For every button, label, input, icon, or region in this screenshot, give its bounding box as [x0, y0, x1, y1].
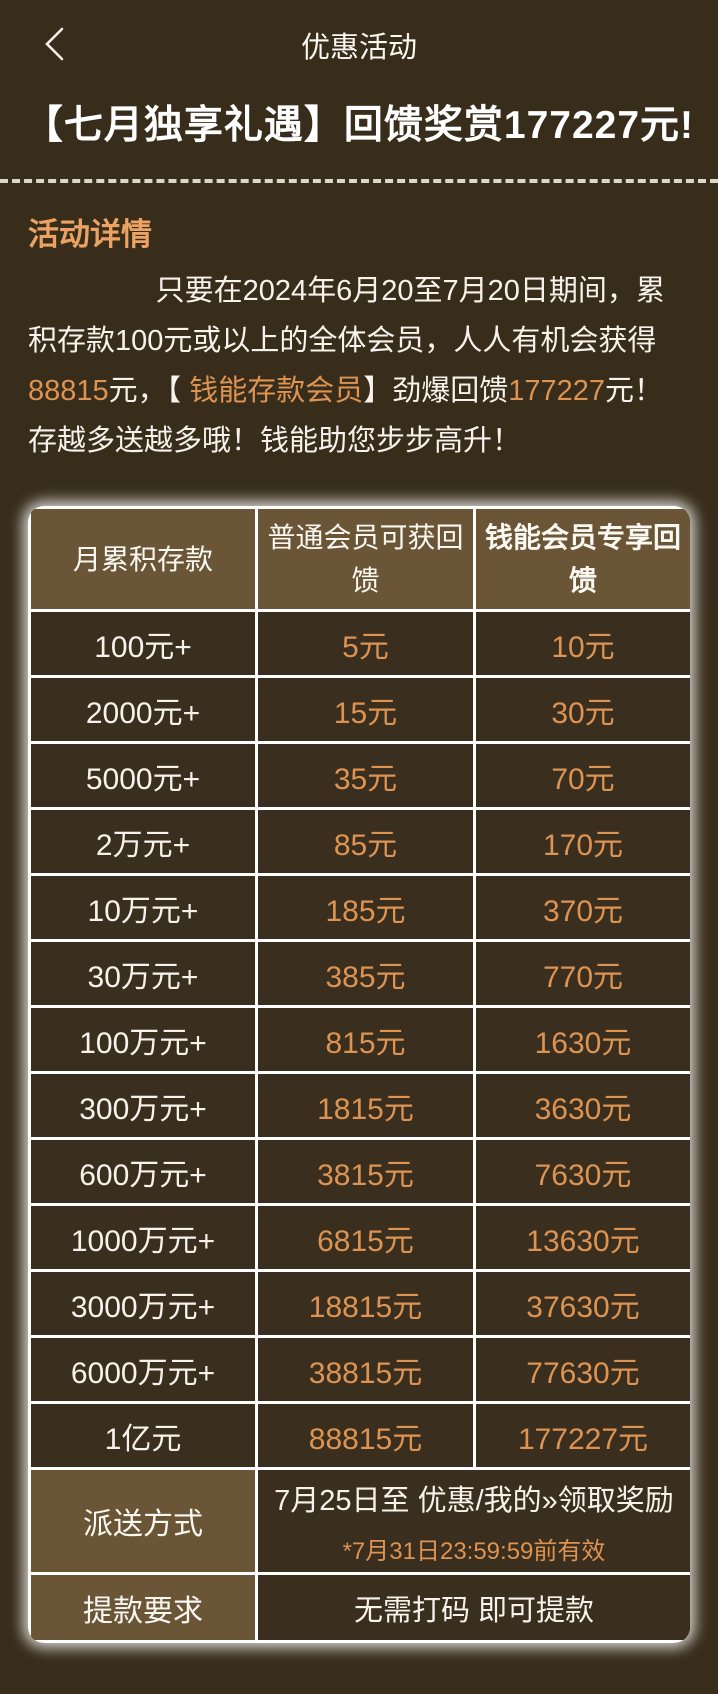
vip-reward-cell: 3630元 — [473, 1071, 690, 1141]
table-row: 6000万元+ 38815元 77630元 — [28, 1335, 690, 1405]
paragraph-text: 只要在2024年6月20至7月20日期间，累积存款100元或以上的全体会员，人人… — [28, 275, 665, 358]
delivery-label: 派送方式 — [28, 1467, 258, 1576]
normal-reward-cell: 38815元 — [255, 1335, 476, 1405]
delivery-info-cell: 7月25日至 优惠/我的»领取奖励 *7月31日23:59:59前有效 — [255, 1467, 690, 1576]
normal-reward-cell: 88815元 — [255, 1401, 476, 1471]
normal-reward-cell: 3815元 — [255, 1137, 476, 1207]
table-row: 100万元+ 815元 1630元 — [28, 1005, 690, 1075]
highlight-text: 钱能存款会员 — [189, 375, 364, 408]
tier-cell: 30万元+ — [28, 939, 258, 1009]
tier-cell: 100万元+ — [28, 1005, 258, 1075]
col-header-vip-reward: 钱能会员专享回馈 — [473, 506, 690, 613]
normal-reward-cell: 18815元 — [255, 1269, 476, 1339]
vip-reward-cell: 170元 — [473, 807, 690, 877]
vip-reward-cell: 37630元 — [473, 1269, 690, 1339]
tier-cell: 6000万元+ — [28, 1335, 258, 1405]
normal-reward-cell: 35元 — [255, 741, 476, 811]
details-heading: 活动详情 — [28, 217, 152, 253]
tier-cell: 2000元+ — [28, 675, 258, 745]
tier-cell: 300万元+ — [28, 1071, 258, 1141]
withdraw-info-cell: 无需打码 即可提款 — [255, 1572, 690, 1644]
table-row: 3000万元+ 18815元 37630元 — [28, 1269, 690, 1339]
vip-reward-cell: 370元 — [473, 873, 690, 943]
table-row: 600万元+ 3815元 7630元 — [28, 1137, 690, 1207]
tier-cell: 1亿元 — [28, 1401, 258, 1471]
paragraph-text: 元！存越多送越多哦！钱能助您步步高升！ — [28, 375, 664, 458]
tier-cell: 1000万元+ — [28, 1203, 258, 1273]
chevron-left-icon — [41, 25, 67, 66]
details-paragraph: 只要在2024年6月20至7月20日期间，累积存款100元或以上的全体会员，人人… — [28, 266, 690, 466]
normal-reward-cell: 85元 — [255, 807, 476, 877]
vip-reward-cell: 70元 — [473, 741, 690, 811]
tier-cell: 2万元+ — [28, 807, 258, 877]
col-header-deposit: 月累积存款 — [28, 506, 258, 613]
paragraph-text: 】劲爆回馈 — [363, 375, 509, 408]
table-row: 30万元+ 385元 770元 — [28, 939, 690, 1009]
vip-reward-cell: 77630元 — [473, 1335, 690, 1405]
table-row: 1000万元+ 6815元 13630元 — [28, 1203, 690, 1273]
dashed-divider — [0, 179, 718, 184]
tier-cell: 3000万元+ — [28, 1269, 258, 1339]
vip-reward-cell: 30元 — [473, 675, 690, 745]
tier-cell: 100元+ — [28, 609, 258, 679]
rewards-table-container: 月累积存款 普通会员可获回馈 钱能会员专享回馈 100元+ 5元 10元 2000元+… — [28, 506, 690, 1644]
tier-cell: 600万元+ — [28, 1137, 258, 1207]
tier-cell: 10万元+ — [28, 873, 258, 943]
back-button[interactable] — [32, 23, 76, 67]
normal-reward-cell: 385元 — [255, 939, 476, 1009]
paragraph-text: 元，【 — [108, 375, 190, 408]
promo-title: 【七月独享礼遇】回馈奖赏177227元! — [23, 104, 695, 147]
app-bar: 优惠活动 — [0, 0, 718, 90]
details-section: 活动详情 只要在2024年6月20至7月20日期间，累积存款100元或以上的全体… — [28, 209, 690, 466]
highlight-text: 177227 — [508, 375, 606, 408]
table-row: 1亿元 88815元 177227元 — [28, 1401, 690, 1471]
normal-reward-cell: 6815元 — [255, 1203, 476, 1273]
normal-reward-cell: 815元 — [255, 1005, 476, 1075]
table-row: 2000元+ 15元 30元 — [28, 675, 690, 745]
normal-reward-cell: 5元 — [255, 609, 476, 679]
normal-reward-cell: 1815元 — [255, 1071, 476, 1141]
table-row: 300万元+ 1815元 3630元 — [28, 1071, 690, 1141]
table-row: 2万元+ 85元 170元 — [28, 807, 690, 877]
table-row: 5000元+ 35元 70元 — [28, 741, 690, 811]
tier-cell: 5000元+ — [28, 741, 258, 811]
rewards-table: 月累积存款 普通会员可获回馈 钱能会员专享回馈 100元+ 5元 10元 2000元+… — [28, 506, 690, 1644]
delivery-row: 派送方式 7月25日至 优惠/我的»领取奖励 *7月31日23:59:59前有效 — [28, 1467, 690, 1576]
vip-reward-cell: 177227元 — [473, 1401, 690, 1471]
table-header-row: 月累积存款 普通会员可获回馈 钱能会员专享回馈 — [28, 506, 690, 613]
withdraw-label: 提款要求 — [28, 1572, 258, 1644]
normal-reward-cell: 185元 — [255, 873, 476, 943]
page-title: 优惠活动 — [300, 32, 417, 64]
withdraw-row: 提款要求 无需打码 即可提款 — [28, 1572, 690, 1644]
normal-reward-cell: 15元 — [255, 675, 476, 745]
vip-reward-cell: 1630元 — [473, 1005, 690, 1075]
vip-reward-cell: 7630元 — [473, 1137, 690, 1207]
vip-reward-cell: 10元 — [473, 609, 690, 679]
col-header-normal-reward: 普通会员可获回馈 — [255, 506, 476, 613]
table-row: 10万元+ 185元 370元 — [28, 873, 690, 943]
vip-reward-cell: 770元 — [473, 939, 690, 1009]
vip-reward-cell: 13630元 — [473, 1203, 690, 1273]
table-row: 100元+ 5元 10元 — [28, 609, 690, 679]
delivery-validity-note: *7月31日23:59:59前有效 — [342, 1537, 606, 1565]
delivery-text: 7月25日至 优惠/我的»领取奖励 — [274, 1484, 674, 1517]
highlight-text: 88815 — [28, 375, 109, 408]
